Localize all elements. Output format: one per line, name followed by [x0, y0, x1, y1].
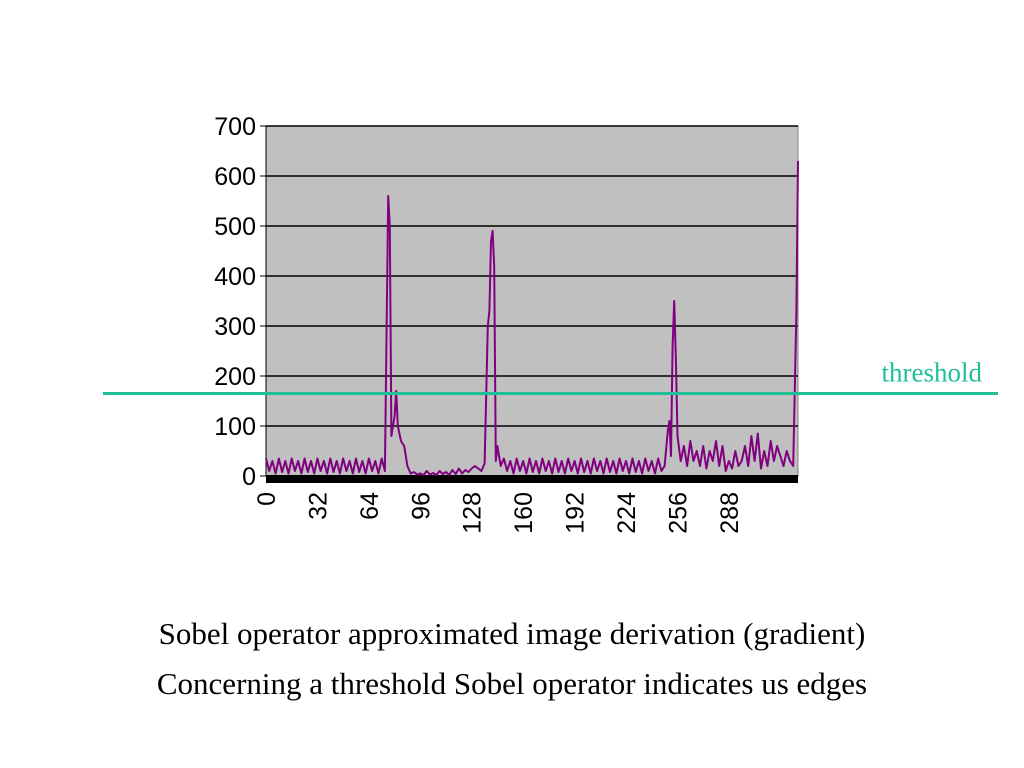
gradient-chart: 0 100 200 300 400 500 600 700 0 32 64 96 128 160 192 2… [103, 113, 998, 534]
grid-lines [266, 125, 798, 477]
x-axis-baseline [266, 475, 798, 483]
y-tick-label: 200 [214, 363, 256, 391]
x-tick-label: 224 [613, 492, 641, 534]
y-axis: 0 100 200 300 400 500 600 700 [214, 113, 267, 491]
threshold-label: threshold [882, 358, 983, 388]
y-tick-label: 500 [214, 213, 256, 241]
x-axis: 0 32 64 96 128 160 192 224 256 288 [253, 492, 744, 534]
gradient-series-line [265, 160, 799, 476]
caption-line-2: Concerning a threshold Sobel operator in… [156, 666, 868, 701]
y-tick-label: 300 [214, 313, 256, 341]
y-tick-label: 400 [214, 263, 256, 291]
caption-line-1: Sobel operator approximated image deriva… [158, 616, 866, 651]
y-tick-label: 700 [214, 113, 256, 141]
y-tick-label: 0 [242, 463, 256, 491]
y-tick-label: 600 [214, 163, 256, 191]
x-tick-label: 32 [304, 492, 332, 520]
plot-area [265, 125, 799, 477]
x-tick-label: 128 [459, 492, 487, 534]
x-tick-label: 160 [510, 492, 538, 534]
y-tick-label: 100 [214, 413, 256, 441]
x-tick-label: 288 [716, 492, 744, 534]
x-tick-label: 64 [356, 492, 384, 520]
x-tick-label: 96 [407, 492, 435, 520]
x-tick-label: 192 [562, 492, 590, 534]
x-tick-label: 0 [253, 492, 281, 506]
x-tick-label: 256 [664, 492, 692, 534]
